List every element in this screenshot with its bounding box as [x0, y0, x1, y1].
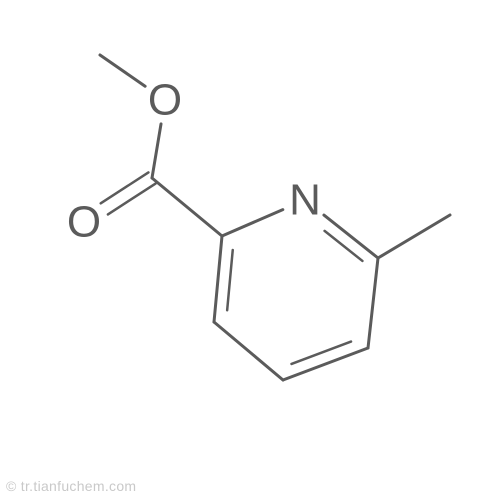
atom-labels-group: N O O — [67, 76, 321, 247]
bond-line — [214, 236, 222, 322]
bond-line — [222, 210, 283, 236]
bond-line — [100, 55, 145, 86]
bond-line — [214, 322, 283, 380]
bond-line — [152, 124, 161, 178]
atom-label-o: O — [67, 198, 101, 247]
bond-line — [152, 178, 222, 236]
bond-line — [283, 348, 368, 380]
bond-line — [378, 215, 450, 258]
bond-line — [368, 258, 378, 348]
molecule-diagram: N O O — [0, 0, 500, 500]
atom-label-o: O — [148, 76, 182, 125]
bond-line — [101, 172, 149, 203]
atom-label-n: N — [289, 176, 321, 225]
bond-line — [227, 250, 233, 310]
bond-line — [108, 184, 156, 215]
bond-line — [325, 231, 363, 261]
watermark-text: © tr.tianfuchem.com — [6, 478, 136, 494]
bond-line — [292, 342, 352, 364]
